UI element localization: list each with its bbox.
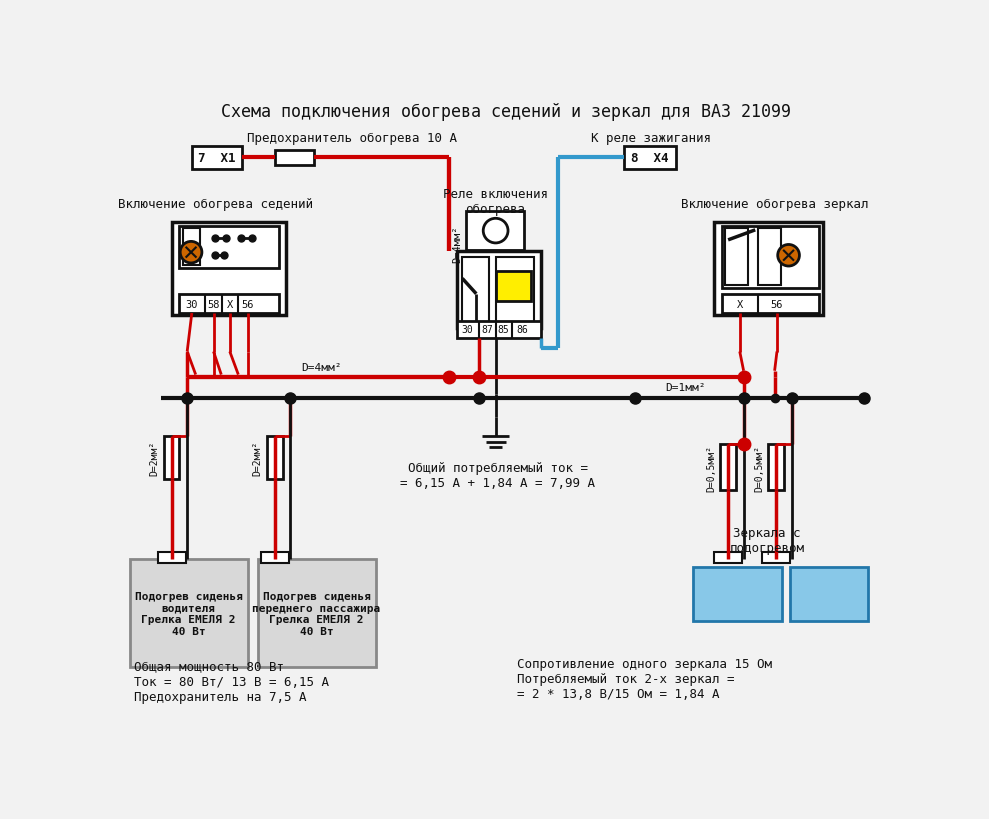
Text: 30: 30 [462,325,474,335]
Bar [130,559,248,667]
Bar [462,257,490,323]
Bar [192,147,242,170]
Bar [623,147,676,170]
Text: 86: 86 [516,325,528,335]
Bar [768,445,784,491]
Text: Сопротивление одного зеркала 15 Ом
Потребляемый ток 2-х зеркал =
= 2 * 13,8 В/15: Сопротивление одного зеркала 15 Ом Потре… [517,658,772,700]
Bar [725,229,749,285]
Text: D=1мм²: D=1мм² [666,382,706,392]
Text: Предохранитель обогрева 10 А: Предохранитель обогрева 10 А [247,132,457,145]
Bar [457,252,541,329]
Text: Общая мощность 80 Вт
Ток = 80 Вт/ 13 В = 6,15 А
Предохранитель на 7,5 А: Общая мощность 80 Вт Ток = 80 Вт/ 13 В =… [134,660,328,703]
Text: 85: 85 [497,325,509,335]
Bar [763,552,790,563]
Text: 87: 87 [482,325,493,335]
Text: D=2мм²: D=2мм² [253,441,263,476]
Bar [722,227,819,288]
Bar [183,229,200,266]
Bar [758,229,781,285]
Text: Схема подключения обогрева седений и зеркал для ВАЗ 21099: Схема подключения обогрева седений и зер… [222,103,791,121]
Bar [720,445,736,491]
Bar [164,437,179,479]
Text: 56: 56 [241,300,254,310]
Bar [179,294,279,314]
Text: 58: 58 [208,300,220,310]
Text: X: X [226,300,233,310]
Bar [722,294,819,314]
Text: Подогрев сиденья
водителя
Грелка ЕМЕЛЯ 2
40 Вт: Подогрев сиденья водителя Грелка ЕМЕЛЯ 2… [135,591,242,636]
Bar [267,437,283,479]
Bar [496,271,531,302]
Text: 8  X4: 8 X4 [631,152,669,165]
Text: D=2мм²: D=2мм² [149,441,159,476]
Text: Зеркала с
подогревом: Зеркала с подогревом [729,527,804,554]
Text: D=4мм²: D=4мм² [301,363,341,373]
Text: 7  X1: 7 X1 [198,152,235,165]
Text: Реле включения
обогрева: Реле включения обогрева [443,188,548,216]
Bar [275,151,314,166]
Text: Включение обогрева седений: Включение обогрева седений [118,198,313,211]
Bar [172,223,287,315]
Circle shape [180,242,202,264]
Bar [466,212,524,251]
Bar [258,559,376,667]
Circle shape [777,245,799,267]
Text: К реле зажигания: К реле зажигания [590,132,711,145]
Bar [261,552,289,563]
Bar [157,552,186,563]
Text: X: X [737,300,743,310]
Text: D=0,5мм²: D=0,5мм² [755,444,764,491]
Text: Подогрев сиденья
переднего пассажира
Грелка ЕМЕЛЯ 2
40 Вт: Подогрев сиденья переднего пассажира Гре… [252,591,381,636]
Bar [495,257,534,323]
Bar [714,223,823,315]
Text: 30: 30 [186,300,198,310]
Text: Общий потребляемый ток =
= 6,15 А + 1,84 А = 7,99 А: Общий потребляемый ток = = 6,15 А + 1,84… [401,461,595,489]
Bar [693,568,782,622]
Bar [714,552,742,563]
Bar [790,568,867,622]
Text: D=0,5мм²: D=0,5мм² [706,444,716,491]
Bar [457,321,541,338]
Text: 56: 56 [770,300,783,310]
Text: D=4мм²: D=4мм² [452,226,462,263]
Text: Включение обогрева зеркал: Включение обогрева зеркал [680,198,868,211]
Bar [179,227,279,269]
